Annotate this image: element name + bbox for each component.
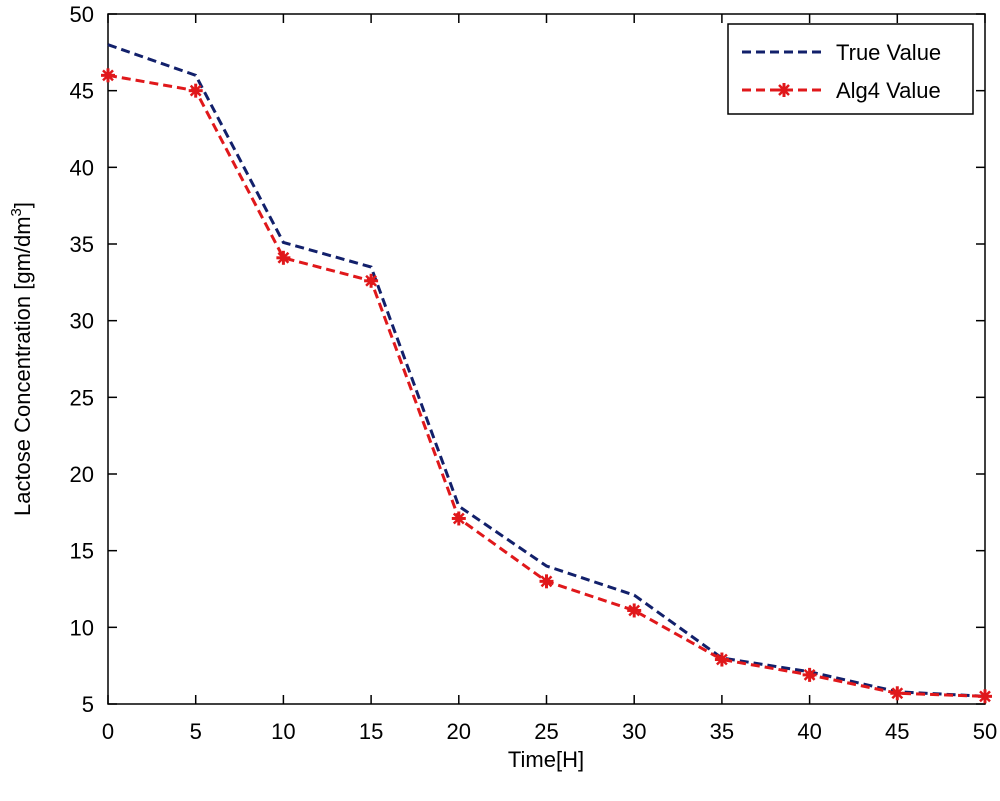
x-tick-label: 20 (447, 719, 471, 744)
x-axis-title: Time[H] (508, 747, 584, 772)
y-tick-label: 25 (70, 385, 94, 410)
legend-star-icon (777, 83, 791, 97)
x-tick-label: 25 (534, 719, 558, 744)
y-tick-label: 35 (70, 232, 94, 257)
y-tick-label: 20 (70, 462, 94, 487)
x-tick-label: 35 (710, 719, 734, 744)
x-tick-label: 30 (622, 719, 646, 744)
data-point-marker (627, 603, 642, 618)
legend-label-true-value: True Value (836, 40, 941, 65)
y-tick-label: 30 (70, 309, 94, 334)
x-tick-label: 45 (885, 719, 909, 744)
y-tick-label: 40 (70, 155, 94, 180)
legend: True Value Alg4 Value (727, 23, 974, 115)
data-point-marker (978, 689, 992, 704)
data-point-marker (539, 574, 554, 589)
series-layer (101, 43, 992, 704)
x-tick-label: 50 (973, 719, 997, 744)
x-tick-labels: 0 5 10 15 20 25 30 35 40 45 50 (102, 719, 997, 744)
axis-ticks (107, 13, 986, 705)
y-tick-labels: 5 10 15 20 25 30 35 40 45 50 (70, 2, 94, 717)
data-point-marker (714, 652, 729, 667)
y-tick-label: 50 (70, 2, 94, 27)
x-tick-label: 15 (359, 719, 383, 744)
data-point-marker (890, 686, 905, 701)
data-point-marker (101, 68, 115, 83)
data-point-marker (276, 250, 291, 265)
data-point-marker (188, 83, 203, 98)
plot-area (107, 13, 986, 705)
y-axis-title: Lactose Concentration [gm/dm3] (8, 202, 35, 516)
y-tick-label: 5 (82, 692, 94, 717)
x-tick-label: 40 (797, 719, 821, 744)
legend-box (727, 23, 974, 115)
x-tick-label: 5 (190, 719, 202, 744)
legend-marker-alg4-value (777, 83, 791, 97)
x-tick-label: 0 (102, 719, 114, 744)
y-tick-label: 45 (70, 79, 94, 104)
y-tick-label: 15 (70, 539, 94, 564)
data-point-marker (364, 273, 379, 288)
y-tick-label: 10 (70, 615, 94, 640)
legend-label-alg4-value: Alg4 Value (836, 78, 941, 103)
data-point-marker (451, 511, 466, 526)
x-tick-label: 10 (271, 719, 295, 744)
data-point-marker (802, 667, 817, 682)
series-line-0 (107, 43, 986, 698)
